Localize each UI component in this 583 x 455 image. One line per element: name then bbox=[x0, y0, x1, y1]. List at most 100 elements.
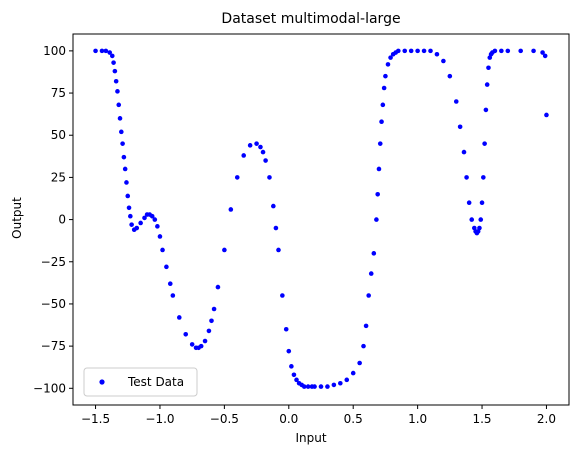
y-tick-label: 0 bbox=[58, 213, 66, 227]
y-tick-label: 25 bbox=[51, 170, 66, 184]
x-tick-label: −1.5 bbox=[81, 412, 110, 426]
data-point bbox=[168, 281, 173, 286]
y-tick-label: 75 bbox=[51, 86, 66, 100]
y-tick-label: 50 bbox=[51, 128, 66, 142]
data-point bbox=[484, 108, 489, 113]
data-point bbox=[119, 130, 124, 135]
data-point bbox=[378, 141, 383, 146]
data-point bbox=[115, 89, 120, 94]
data-point bbox=[435, 52, 440, 57]
data-point bbox=[164, 265, 169, 270]
data-point bbox=[467, 200, 472, 205]
data-point bbox=[382, 86, 387, 91]
legend-marker bbox=[99, 379, 104, 384]
data-point bbox=[409, 49, 414, 54]
data-point bbox=[486, 65, 491, 70]
data-point bbox=[377, 167, 382, 172]
data-point bbox=[543, 54, 548, 59]
data-point bbox=[120, 141, 125, 146]
data-point bbox=[280, 293, 285, 298]
data-point bbox=[216, 285, 221, 290]
data-point bbox=[122, 155, 127, 160]
data-point bbox=[422, 49, 427, 54]
data-point bbox=[177, 315, 182, 320]
data-points bbox=[93, 49, 549, 389]
data-point bbox=[127, 205, 132, 210]
y-tick-label: −50 bbox=[41, 297, 66, 311]
data-point bbox=[124, 180, 129, 185]
x-tick-label: 0.5 bbox=[344, 412, 363, 426]
data-point bbox=[110, 54, 115, 59]
y-tick-label: −100 bbox=[33, 381, 66, 395]
data-point bbox=[415, 49, 420, 54]
data-point bbox=[114, 79, 119, 84]
data-point bbox=[361, 344, 366, 349]
data-point bbox=[207, 329, 212, 334]
data-point bbox=[203, 339, 208, 344]
data-point bbox=[338, 381, 343, 386]
data-point bbox=[276, 248, 281, 253]
data-point bbox=[289, 364, 294, 369]
y-axis-ticks: −100 −75 −50 −25 0 25 50 75 100 bbox=[33, 44, 73, 395]
data-point bbox=[171, 293, 176, 298]
data-point bbox=[351, 371, 356, 376]
data-point bbox=[111, 60, 116, 65]
data-point bbox=[267, 175, 272, 180]
x-tick-label: 2.0 bbox=[537, 412, 556, 426]
data-point bbox=[372, 251, 377, 256]
data-point bbox=[344, 378, 349, 383]
data-point bbox=[531, 49, 536, 54]
data-point bbox=[506, 49, 511, 54]
plot-frame bbox=[73, 34, 569, 405]
data-point bbox=[379, 119, 384, 124]
data-point bbox=[454, 99, 459, 104]
data-point bbox=[375, 192, 380, 197]
y-axis-title: Output bbox=[10, 197, 24, 239]
data-point bbox=[222, 248, 227, 253]
x-tick-label: −1.0 bbox=[145, 412, 174, 426]
data-point bbox=[190, 342, 195, 347]
data-point bbox=[518, 49, 523, 54]
data-point bbox=[544, 113, 549, 118]
data-point bbox=[116, 103, 121, 108]
data-point bbox=[248, 143, 253, 148]
data-point bbox=[158, 234, 163, 239]
data-point bbox=[381, 103, 386, 108]
data-point bbox=[396, 49, 401, 54]
data-point bbox=[199, 344, 204, 349]
y-tick-label: 100 bbox=[43, 44, 66, 58]
data-point bbox=[441, 59, 446, 64]
data-point bbox=[254, 141, 259, 146]
legend-label: Test Data bbox=[127, 375, 184, 389]
data-point bbox=[462, 150, 467, 155]
x-tick-label: −0.5 bbox=[210, 412, 239, 426]
data-point bbox=[292, 373, 297, 378]
data-point bbox=[402, 49, 407, 54]
data-point bbox=[478, 217, 483, 222]
data-point bbox=[286, 349, 291, 354]
data-point bbox=[271, 204, 276, 209]
data-point bbox=[319, 384, 324, 389]
data-point bbox=[477, 226, 482, 231]
data-point bbox=[209, 319, 214, 324]
y-tick-label: −25 bbox=[41, 255, 66, 269]
data-point bbox=[366, 293, 371, 298]
data-point bbox=[386, 62, 391, 67]
data-point bbox=[138, 221, 143, 226]
data-point bbox=[284, 327, 289, 332]
data-point bbox=[448, 74, 453, 79]
data-point bbox=[118, 116, 123, 121]
data-point bbox=[229, 207, 234, 212]
data-point bbox=[160, 248, 165, 253]
data-point bbox=[263, 158, 268, 163]
x-axis-title: Input bbox=[295, 431, 326, 445]
data-point bbox=[235, 175, 240, 180]
data-point bbox=[369, 271, 374, 276]
data-point bbox=[499, 49, 504, 54]
x-tick-label: 0.0 bbox=[279, 412, 298, 426]
data-point bbox=[258, 145, 263, 150]
data-point bbox=[374, 217, 379, 222]
data-point bbox=[332, 383, 337, 388]
data-point bbox=[493, 49, 498, 54]
